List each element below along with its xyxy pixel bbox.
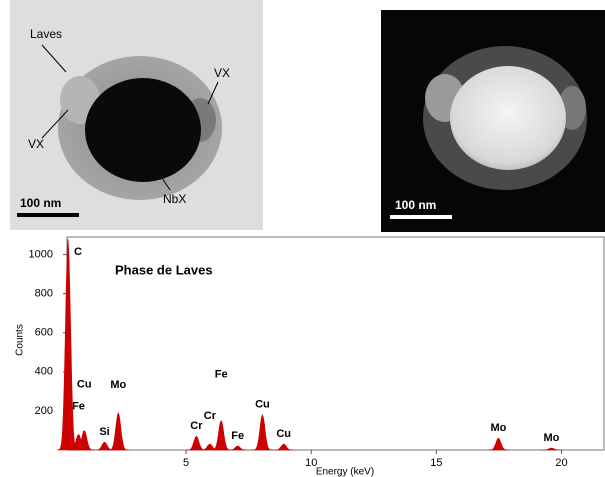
peak	[251, 413, 274, 451]
peak	[73, 430, 96, 451]
y-axis-label: Counts	[15, 324, 26, 356]
y-tick-label: 200	[35, 405, 53, 417]
y-tick-label: 800	[35, 288, 53, 300]
peak-label: Cr	[204, 410, 217, 422]
peak-label: Mo	[110, 379, 126, 391]
x-tick-label: 20	[555, 457, 567, 469]
x-tick-label: 10	[305, 457, 317, 469]
peak	[56, 238, 80, 451]
peak-label: Cr	[190, 420, 203, 432]
x-axis-label: Energy (keV)	[316, 467, 374, 477]
x-tick-label: 5	[183, 457, 189, 469]
y-tick-label: 1000	[29, 248, 53, 260]
chart-title: Phase de Laves	[115, 262, 213, 277]
peak	[272, 443, 295, 451]
y-tick-label: 400	[35, 366, 53, 378]
annotation: Laves	[30, 27, 62, 41]
spectrum-chart: Phase de Laves Energy (keV) Counts 200 40…	[15, 236, 605, 477]
peak-label: Cu	[255, 399, 270, 411]
y-tick-label: 600	[35, 327, 53, 339]
peak	[107, 412, 130, 451]
peak-label: Cu	[77, 378, 92, 390]
peak-label: Fe	[72, 400, 85, 412]
peak-label: Si	[99, 426, 109, 438]
peak-label: Fe	[231, 430, 244, 442]
peak-label: Mo	[490, 422, 506, 434]
peak	[210, 420, 233, 451]
bright-field-image: Laves VX VX NbX 100 nm	[10, 0, 263, 230]
annotation: NbX	[163, 192, 186, 206]
peak	[226, 445, 249, 451]
peak-label: C	[74, 246, 82, 258]
peak	[487, 437, 510, 451]
peak	[185, 435, 208, 451]
peak-label: Cu	[276, 428, 291, 440]
peak-label: Fe	[215, 369, 228, 381]
annotation: VX	[28, 137, 44, 151]
peak	[540, 447, 563, 451]
annotation: VX	[214, 66, 230, 80]
scale-bar-label: 100 nm	[20, 196, 61, 210]
dark-field-image: 100 nm	[381, 10, 605, 232]
scale-bar-label: 100 nm	[395, 198, 436, 212]
x-tick-label: 15	[430, 457, 442, 469]
peak-label: Mo	[544, 432, 560, 444]
